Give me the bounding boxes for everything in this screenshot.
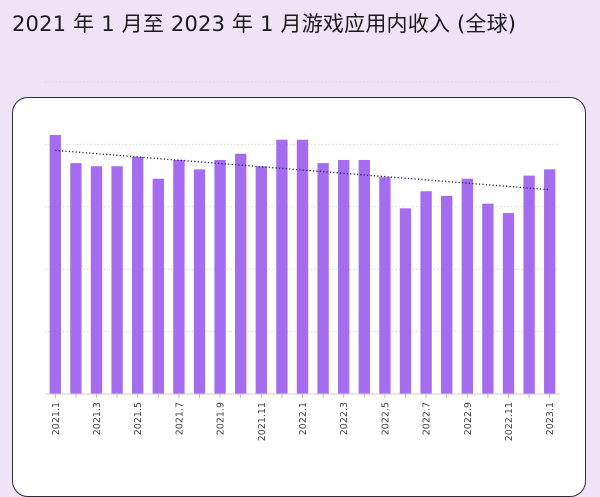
bar-2022.1 xyxy=(296,139,309,394)
bar-2021.4 xyxy=(111,166,123,394)
trendline-group xyxy=(55,149,550,191)
bar-2021.6 xyxy=(152,178,164,394)
bar-2021.3 xyxy=(90,166,103,394)
trendline xyxy=(55,149,550,191)
bar-2021.11 xyxy=(255,166,267,394)
x-tick-labels: 2021.1 2021.3 2021.5 2021.7 2021.9 2021.11 202… xyxy=(45,393,560,441)
bar-2023.1 xyxy=(544,169,556,394)
bar-2021.9 xyxy=(214,160,226,394)
chart-title: 2021 年 1 月至 2023 年 1 月游戏应用内收入 (全球) xyxy=(12,12,517,36)
bar-2022.4 xyxy=(358,160,370,394)
bar-2021.1 xyxy=(49,135,61,395)
x-tick-label: 2021.3 xyxy=(92,402,103,435)
bar-2021.10 xyxy=(235,153,247,394)
bar-2022.9 xyxy=(461,178,473,394)
bar-2022.5 xyxy=(379,177,391,394)
x-tick-label: 2021.11 xyxy=(257,402,268,441)
x-tick-label: 2023.1 xyxy=(545,402,556,435)
bar-2022.3 xyxy=(338,160,350,394)
bar-2022.6 xyxy=(399,208,412,394)
bar-2022.12 xyxy=(523,175,535,394)
bar-2021.8 xyxy=(193,169,206,394)
x-tick-label: 2022.3 xyxy=(339,402,350,435)
bar-2021.2 xyxy=(70,163,82,394)
bar-2021.12 xyxy=(276,139,288,394)
bar-2022.2 xyxy=(317,163,329,394)
bar-2021.5 xyxy=(132,156,144,394)
x-tick-label: 2021.1 xyxy=(51,402,62,435)
x-tick-label: 2021.7 xyxy=(174,402,185,435)
x-tick-label: 2022.7 xyxy=(422,402,433,435)
x-tick-label: 2021.5 xyxy=(133,402,144,435)
x-tick-label: 2021.9 xyxy=(216,402,227,435)
bar-chart: 2021.1 2021.3 2021.5 2021.7 2021.9 2021.11 202… xyxy=(45,81,560,441)
x-tick-label: 2022.11 xyxy=(504,402,515,441)
bar-2022.10 xyxy=(482,203,494,394)
x-tick-label: 2022.5 xyxy=(380,402,391,435)
bar-series xyxy=(49,135,556,395)
x-tick-label: 2022.1 xyxy=(298,402,309,435)
x-tick-label: 2022.9 xyxy=(463,402,474,435)
bar-2022.7 xyxy=(420,191,432,394)
bar-2022.8 xyxy=(441,195,453,394)
bar-2021.7 xyxy=(173,160,185,394)
bar-2022.11 xyxy=(502,213,515,394)
